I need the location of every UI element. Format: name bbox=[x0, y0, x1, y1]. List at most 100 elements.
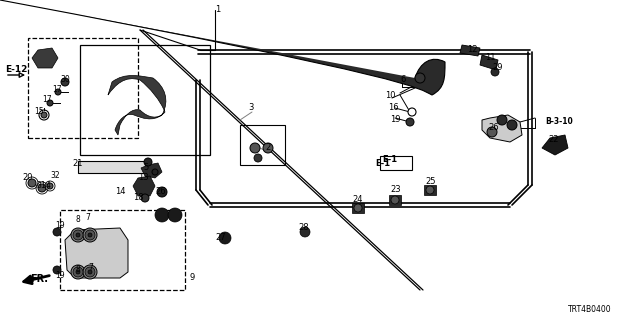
Text: 17: 17 bbox=[52, 85, 61, 94]
Text: 32: 32 bbox=[50, 171, 60, 180]
Text: E-1: E-1 bbox=[375, 158, 390, 167]
Polygon shape bbox=[352, 203, 364, 213]
Text: B-3-10: B-3-10 bbox=[545, 117, 573, 126]
Text: 14: 14 bbox=[115, 188, 125, 196]
Circle shape bbox=[71, 228, 85, 242]
Text: E-1: E-1 bbox=[382, 156, 397, 164]
Circle shape bbox=[41, 112, 47, 118]
Circle shape bbox=[61, 78, 69, 86]
Circle shape bbox=[491, 68, 499, 76]
Text: 29: 29 bbox=[492, 63, 502, 73]
Circle shape bbox=[426, 186, 434, 194]
Text: 4: 4 bbox=[46, 180, 51, 189]
Text: 11: 11 bbox=[485, 53, 495, 62]
Text: 13: 13 bbox=[138, 173, 148, 182]
Text: 31: 31 bbox=[36, 180, 45, 189]
Text: 24: 24 bbox=[352, 196, 362, 204]
Text: 19: 19 bbox=[390, 116, 401, 124]
Text: 19: 19 bbox=[55, 270, 65, 279]
Circle shape bbox=[497, 115, 507, 125]
Text: 10: 10 bbox=[385, 91, 396, 100]
Text: 28: 28 bbox=[298, 223, 308, 233]
Text: 26: 26 bbox=[488, 124, 499, 132]
Circle shape bbox=[47, 100, 53, 106]
Circle shape bbox=[250, 143, 260, 153]
Text: 3: 3 bbox=[248, 103, 253, 113]
Circle shape bbox=[55, 89, 61, 95]
Text: 7: 7 bbox=[85, 213, 90, 222]
Text: 8: 8 bbox=[75, 215, 80, 225]
Text: 15: 15 bbox=[34, 108, 44, 116]
Polygon shape bbox=[65, 228, 128, 278]
Circle shape bbox=[88, 233, 92, 237]
Circle shape bbox=[85, 230, 95, 240]
Polygon shape bbox=[424, 185, 436, 195]
Circle shape bbox=[73, 230, 83, 240]
Text: E-12: E-12 bbox=[5, 66, 28, 75]
Polygon shape bbox=[542, 135, 568, 155]
Circle shape bbox=[144, 158, 152, 166]
Text: 25: 25 bbox=[425, 178, 435, 187]
Text: 23: 23 bbox=[390, 186, 401, 195]
Text: 5: 5 bbox=[143, 164, 148, 172]
Text: 12: 12 bbox=[467, 45, 477, 54]
Circle shape bbox=[71, 265, 85, 279]
Text: 17: 17 bbox=[42, 95, 52, 105]
Text: 26: 26 bbox=[155, 188, 166, 196]
Circle shape bbox=[263, 143, 273, 153]
Circle shape bbox=[300, 227, 310, 237]
Circle shape bbox=[254, 154, 262, 162]
FancyBboxPatch shape bbox=[78, 161, 146, 173]
Text: 8: 8 bbox=[75, 266, 80, 275]
Circle shape bbox=[487, 127, 497, 137]
Text: 20: 20 bbox=[22, 173, 33, 182]
Circle shape bbox=[76, 233, 80, 237]
Circle shape bbox=[28, 179, 36, 187]
Circle shape bbox=[354, 204, 362, 212]
Circle shape bbox=[39, 110, 49, 120]
Text: 16: 16 bbox=[388, 103, 399, 113]
Circle shape bbox=[507, 120, 517, 130]
Circle shape bbox=[168, 208, 182, 222]
Polygon shape bbox=[389, 195, 401, 205]
Circle shape bbox=[219, 232, 231, 244]
Polygon shape bbox=[32, 48, 58, 68]
Circle shape bbox=[141, 194, 149, 202]
Circle shape bbox=[408, 108, 416, 116]
Circle shape bbox=[73, 267, 83, 277]
Text: 30: 30 bbox=[60, 76, 70, 84]
Circle shape bbox=[391, 196, 399, 204]
Text: FR.: FR. bbox=[30, 274, 48, 284]
Polygon shape bbox=[460, 45, 480, 56]
Text: 9: 9 bbox=[190, 274, 195, 283]
Text: 2: 2 bbox=[265, 143, 270, 153]
Text: 1: 1 bbox=[215, 5, 220, 14]
Circle shape bbox=[406, 118, 414, 126]
Polygon shape bbox=[482, 115, 522, 142]
Circle shape bbox=[85, 267, 95, 277]
Circle shape bbox=[83, 228, 97, 242]
Text: 27: 27 bbox=[215, 234, 226, 243]
Text: 6: 6 bbox=[400, 76, 405, 84]
Circle shape bbox=[88, 270, 92, 274]
Polygon shape bbox=[141, 163, 162, 178]
Circle shape bbox=[53, 266, 61, 274]
Text: TRT4B0400: TRT4B0400 bbox=[568, 306, 612, 315]
Circle shape bbox=[38, 184, 46, 192]
Circle shape bbox=[155, 208, 169, 222]
Circle shape bbox=[152, 169, 158, 175]
Text: 19: 19 bbox=[55, 220, 65, 229]
Circle shape bbox=[157, 187, 167, 197]
Polygon shape bbox=[133, 176, 155, 196]
Circle shape bbox=[53, 228, 61, 236]
PathPatch shape bbox=[0, 59, 445, 320]
Polygon shape bbox=[480, 55, 498, 70]
Circle shape bbox=[47, 183, 53, 189]
Text: 18: 18 bbox=[133, 194, 143, 203]
Circle shape bbox=[415, 73, 425, 83]
Text: 7: 7 bbox=[88, 263, 93, 273]
Text: 22: 22 bbox=[548, 135, 559, 145]
Text: 21: 21 bbox=[72, 158, 83, 167]
Circle shape bbox=[83, 265, 97, 279]
PathPatch shape bbox=[108, 76, 166, 135]
